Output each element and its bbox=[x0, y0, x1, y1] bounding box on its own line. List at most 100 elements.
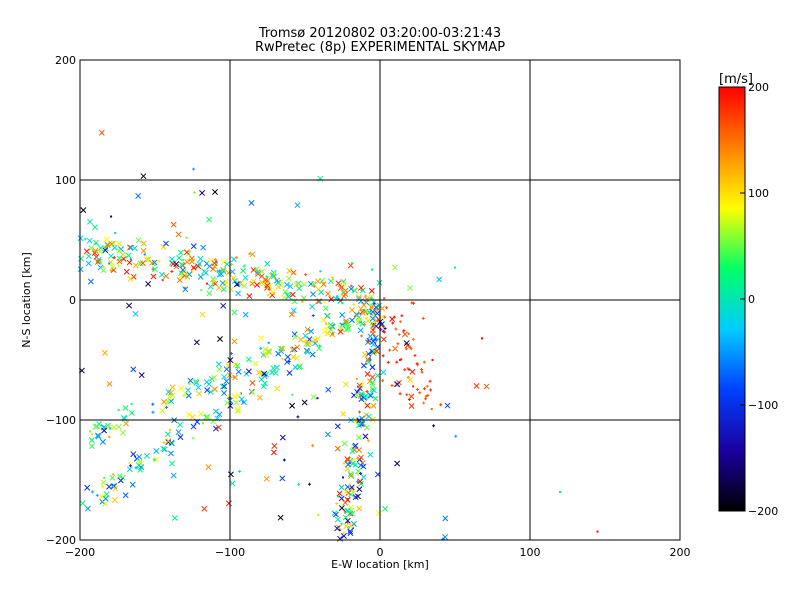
data-point bbox=[596, 530, 599, 533]
data-point bbox=[403, 340, 410, 347]
data-point bbox=[134, 466, 138, 470]
data-point bbox=[202, 422, 205, 425]
data-point bbox=[392, 345, 399, 352]
data-point bbox=[97, 248, 104, 255]
data-point bbox=[248, 199, 255, 206]
data-point bbox=[337, 495, 340, 498]
data-point bbox=[151, 267, 155, 271]
data-point bbox=[304, 326, 311, 333]
data-point bbox=[304, 273, 308, 277]
data-point bbox=[89, 430, 92, 433]
data-point bbox=[207, 283, 214, 290]
data-point bbox=[232, 375, 236, 379]
data-point bbox=[413, 354, 417, 358]
data-point bbox=[165, 437, 172, 444]
data-point bbox=[436, 276, 443, 283]
data-point bbox=[308, 328, 314, 335]
data-point bbox=[344, 507, 351, 514]
data-point bbox=[409, 347, 413, 351]
data-point bbox=[126, 466, 133, 473]
data-point bbox=[481, 337, 483, 340]
data-point bbox=[559, 491, 561, 493]
data-point bbox=[231, 393, 238, 400]
colorbar-tick-label: 200 bbox=[748, 81, 769, 94]
data-point bbox=[210, 418, 217, 425]
data-point bbox=[152, 458, 156, 462]
data-point bbox=[234, 408, 241, 415]
data-point bbox=[282, 458, 286, 462]
data-point bbox=[415, 362, 419, 366]
data-point bbox=[328, 278, 334, 285]
data-point bbox=[349, 448, 356, 455]
data-point bbox=[241, 283, 248, 289]
data-point bbox=[192, 167, 196, 171]
data-point bbox=[116, 258, 123, 265]
data-point bbox=[112, 473, 115, 476]
data-point bbox=[335, 524, 342, 531]
data-point bbox=[190, 264, 197, 271]
data-point bbox=[331, 280, 334, 283]
data-point bbox=[329, 331, 336, 338]
data-point bbox=[129, 481, 136, 488]
data-point bbox=[197, 273, 204, 280]
data-point bbox=[366, 439, 370, 443]
data-point bbox=[365, 413, 372, 420]
data-point bbox=[348, 285, 355, 292]
data-point bbox=[327, 323, 334, 330]
data-point bbox=[111, 244, 118, 251]
data-point bbox=[230, 275, 237, 282]
data-point bbox=[108, 436, 111, 439]
data-point bbox=[220, 259, 227, 266]
data-point bbox=[166, 393, 173, 400]
data-point bbox=[314, 335, 321, 342]
data-point bbox=[139, 260, 146, 267]
data-point bbox=[143, 253, 146, 256]
data-point bbox=[116, 248, 123, 254]
data-point bbox=[404, 347, 408, 351]
data-point bbox=[254, 281, 261, 288]
data-point bbox=[294, 202, 301, 209]
data-point bbox=[206, 282, 209, 285]
data-point bbox=[137, 458, 140, 461]
data-point bbox=[419, 367, 423, 371]
data-point bbox=[285, 293, 292, 300]
data-point bbox=[324, 290, 331, 297]
data-point bbox=[402, 331, 408, 338]
data-point bbox=[369, 379, 376, 386]
data-point bbox=[319, 270, 322, 273]
data-point bbox=[225, 500, 232, 507]
data-point bbox=[122, 492, 129, 499]
data-point bbox=[137, 466, 144, 473]
data-point bbox=[112, 485, 119, 492]
data-point bbox=[284, 353, 291, 360]
data-point bbox=[365, 389, 369, 393]
data-point bbox=[289, 346, 296, 353]
data-point bbox=[143, 452, 150, 459]
data-point bbox=[369, 315, 376, 322]
data-point bbox=[348, 472, 355, 479]
data-point bbox=[111, 497, 118, 504]
data-point bbox=[383, 297, 386, 300]
data-point bbox=[130, 403, 133, 406]
data-point bbox=[383, 315, 387, 319]
data-point bbox=[198, 410, 204, 417]
data-point bbox=[338, 495, 345, 502]
data-point bbox=[318, 289, 325, 296]
data-point bbox=[88, 437, 95, 444]
data-point bbox=[358, 410, 362, 414]
data-point bbox=[177, 249, 184, 256]
data-point bbox=[151, 402, 155, 406]
data-point bbox=[398, 392, 402, 396]
data-point bbox=[245, 368, 252, 375]
data-point bbox=[98, 129, 105, 136]
data-point bbox=[383, 330, 387, 334]
data-point bbox=[304, 349, 311, 355]
data-point bbox=[176, 277, 183, 284]
data-point bbox=[101, 265, 105, 269]
data-point bbox=[103, 476, 106, 479]
data-point bbox=[287, 283, 294, 290]
data-point bbox=[359, 472, 363, 476]
data-point bbox=[85, 260, 92, 267]
data-point bbox=[249, 380, 256, 386]
data-point bbox=[168, 460, 175, 467]
